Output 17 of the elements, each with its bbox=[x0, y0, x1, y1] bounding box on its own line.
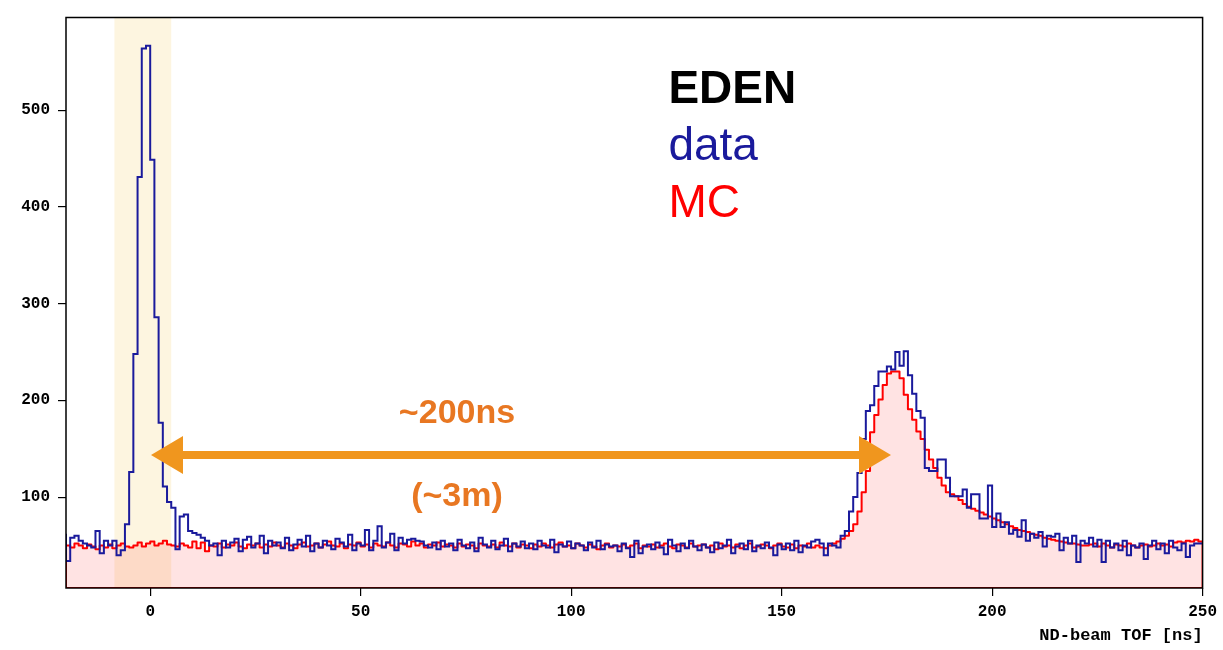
legend-title: EDEN bbox=[668, 60, 797, 113]
y-tick-label: 200 bbox=[21, 391, 50, 410]
x-tick-label: 100 bbox=[556, 602, 586, 621]
x-tick-label: 50 bbox=[351, 602, 371, 621]
y-tick-label: 100 bbox=[21, 488, 50, 507]
annotation: ~200ns bbox=[398, 392, 516, 431]
y-tick-label: 300 bbox=[21, 294, 50, 313]
x-tick-label: 0 bbox=[145, 602, 155, 621]
x-tick-label: 250 bbox=[1188, 602, 1217, 621]
annotation: (~3m) bbox=[411, 475, 503, 514]
x-tick-label: 150 bbox=[767, 602, 797, 621]
text: MC bbox=[668, 174, 740, 227]
x-axis-title: ND-beam TOF [ns] bbox=[1039, 626, 1203, 646]
text: data bbox=[668, 117, 759, 170]
y-tick-label: 400 bbox=[21, 198, 50, 217]
y-tick-label: 500 bbox=[21, 101, 50, 120]
x-tick-label: 200 bbox=[977, 602, 1007, 621]
